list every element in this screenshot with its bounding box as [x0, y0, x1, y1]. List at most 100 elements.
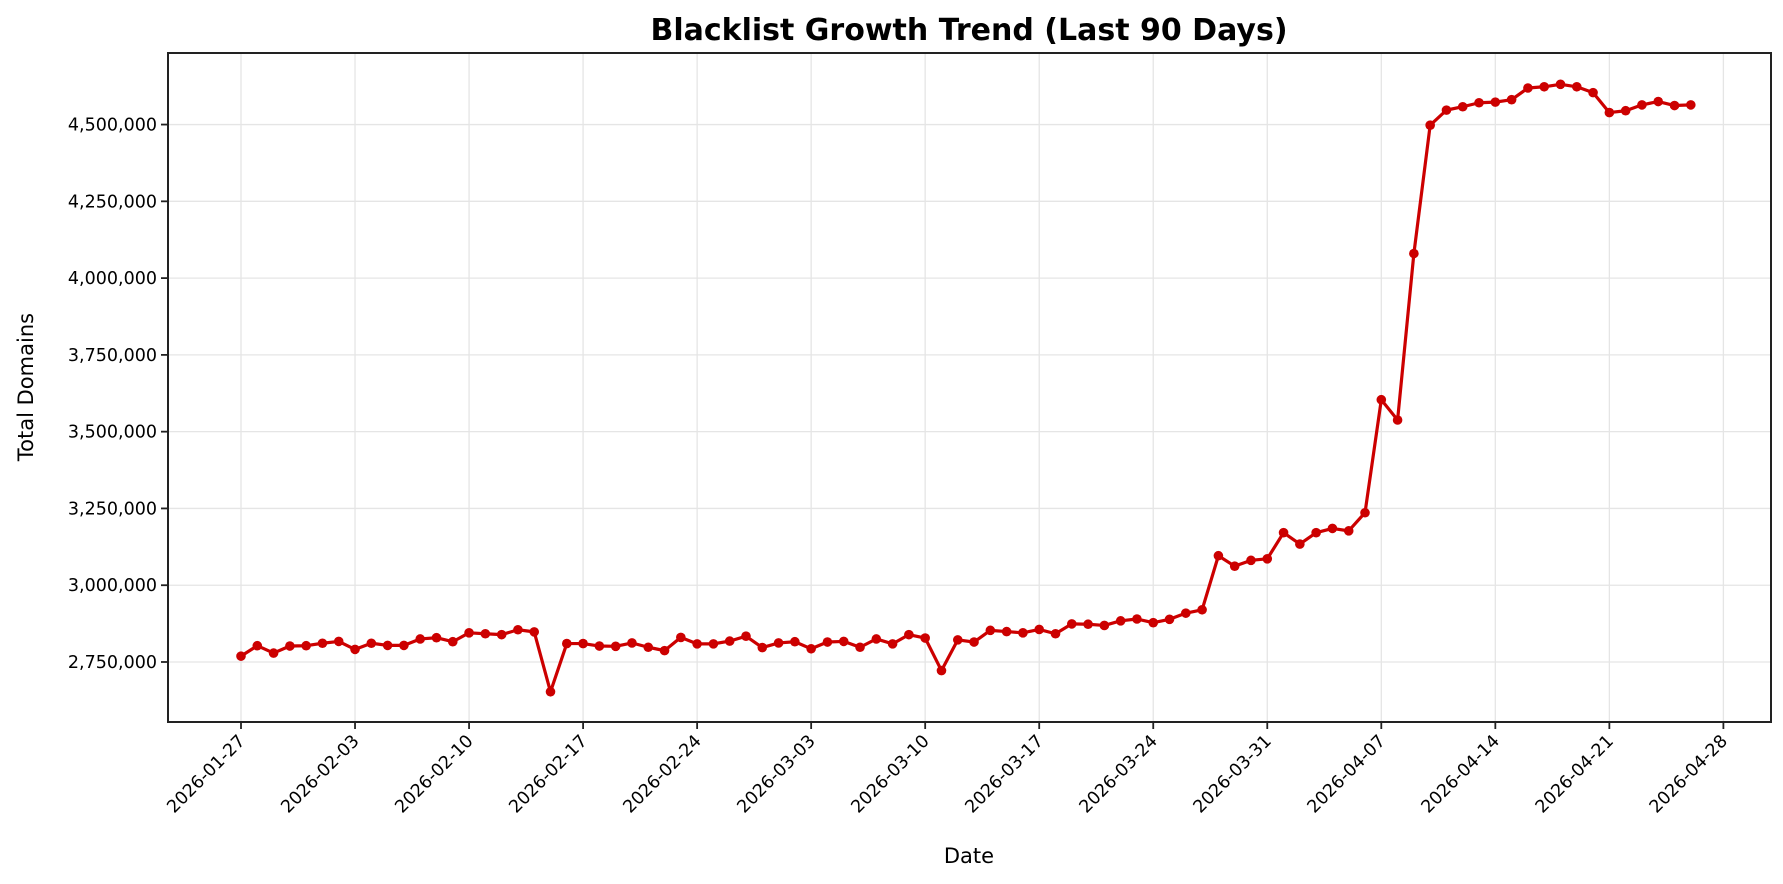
data-point-marker: [578, 638, 588, 649]
data-point-marker: [562, 638, 572, 649]
data-point-marker: [643, 642, 654, 653]
data-point-marker: [1669, 100, 1680, 111]
data-point-marker: [871, 634, 882, 644]
data-point-marker: [1181, 608, 1191, 618]
data-point-marker: [1311, 527, 1321, 538]
data-point-marker: [1457, 101, 1468, 112]
data-point-marker: [317, 638, 328, 649]
data-point-marker: [806, 643, 816, 654]
data-point-marker: [545, 686, 556, 697]
data-point-marker: [692, 639, 702, 649]
data-point-marker: [1295, 539, 1305, 549]
data-point-marker: [708, 639, 719, 649]
data-point-marker: [1213, 550, 1224, 561]
data-point-marker: [464, 628, 474, 638]
grid-lines: [168, 53, 1771, 722]
x-tick-label: 2026-02-03: [278, 731, 364, 817]
x-tick-label: 2026-04-14: [1418, 731, 1504, 817]
chart-title: Blacklist Growth Trend (Last 90 Days): [650, 13, 1287, 48]
data-point-marker: [415, 634, 425, 644]
data-point-marker: [1343, 526, 1354, 536]
data-point-marker: [790, 636, 800, 647]
data-point-marker: [1099, 620, 1110, 631]
data-point-marker: [1523, 83, 1533, 93]
data-point-marker: [676, 632, 686, 643]
data-point-marker: [1555, 79, 1566, 90]
data-point-marker: [1246, 555, 1256, 566]
data-point-marker: [1148, 617, 1159, 628]
data-point-marker: [301, 640, 311, 651]
x-tick-label: 2026-04-28: [1646, 731, 1732, 817]
data-point-marker: [969, 637, 979, 647]
data-point-marker: [285, 641, 295, 651]
x-tick-label: 2026-02-24: [620, 731, 706, 817]
data-point-marker: [1262, 554, 1273, 564]
data-point-marker: [1066, 619, 1077, 629]
data-point-marker: [1620, 105, 1631, 116]
data-point-marker: [1571, 81, 1582, 92]
data-point-marker: [594, 641, 605, 651]
data-point-marker: [513, 624, 523, 635]
data-point-marker: [1506, 94, 1517, 105]
series-line: [240, 82, 1691, 694]
y-tick-label: 3,750,000: [68, 346, 157, 366]
data-point-marker: [1474, 97, 1484, 108]
data-point-marker: [985, 625, 996, 636]
data-point-marker: [936, 665, 947, 676]
data-point-marker: [1115, 616, 1126, 626]
data-point-marker: [659, 645, 670, 656]
data-point-marker: [1132, 614, 1142, 624]
data-point-marker: [724, 636, 735, 646]
data-point-marker: [1409, 248, 1419, 259]
data-point-marker: [1588, 87, 1598, 98]
x-tick-label: 2026-04-07: [1304, 731, 1390, 817]
data-point-marker: [1653, 96, 1664, 107]
plot-frame: [167, 52, 1772, 723]
data-point-marker: [350, 644, 360, 655]
x-axis-label: Date: [944, 844, 994, 868]
y-tick-label: 3,000,000: [68, 576, 157, 596]
data-point-marker: [627, 638, 637, 648]
data-series: [236, 79, 1696, 697]
data-point-marker: [1034, 624, 1045, 635]
data-point-marker: [1360, 507, 1370, 518]
data-point-marker: [855, 642, 865, 653]
x-axis: 2026-01-27 2026-02-03 2026-02-10 2026-02-17…: [163, 722, 1732, 817]
data-point-marker: [1164, 614, 1175, 625]
data-point-marker: [757, 642, 768, 653]
data-point-marker: [447, 636, 458, 647]
data-point-marker: [1229, 561, 1240, 571]
x-tick-label: 2026-03-03: [734, 731, 820, 817]
data-point-marker: [773, 638, 784, 648]
y-axis: 2,750,000 3,000,000 3,250,000 3,500,000 3,75…: [68, 116, 168, 673]
x-tick-label: 2026-01-27: [163, 731, 249, 817]
data-point-marker: [1278, 527, 1289, 538]
data-point-marker: [236, 651, 246, 661]
data-point-marker: [382, 640, 393, 651]
data-point-marker: [904, 629, 914, 640]
data-point-marker: [252, 640, 263, 651]
y-tick-label: 4,250,000: [68, 192, 157, 212]
data-point-marker: [399, 640, 409, 651]
data-point-marker: [1197, 604, 1207, 615]
x-tick-label: 2026-03-17: [962, 731, 1048, 817]
data-point-marker: [1425, 120, 1435, 130]
data-point-marker: [838, 636, 849, 647]
x-tick-label: 2026-04-21: [1532, 731, 1618, 817]
data-point-marker: [1327, 523, 1338, 534]
data-point-marker: [610, 641, 621, 652]
data-point-marker: [887, 639, 898, 649]
y-tick-label: 2,750,000: [68, 653, 157, 673]
y-axis-label: Total Domains: [14, 313, 38, 462]
y-tick-label: 4,000,000: [68, 269, 157, 289]
data-point-marker: [366, 638, 377, 649]
x-tick-label: 2026-03-31: [1190, 731, 1276, 817]
data-point-marker: [496, 629, 507, 640]
data-point-marker: [529, 627, 540, 637]
data-point-marker: [822, 637, 833, 647]
x-tick-label: 2026-03-10: [848, 731, 934, 817]
x-tick-label: 2026-02-17: [506, 731, 592, 817]
data-point-marker: [1050, 628, 1061, 639]
data-point-marker: [1018, 628, 1028, 638]
